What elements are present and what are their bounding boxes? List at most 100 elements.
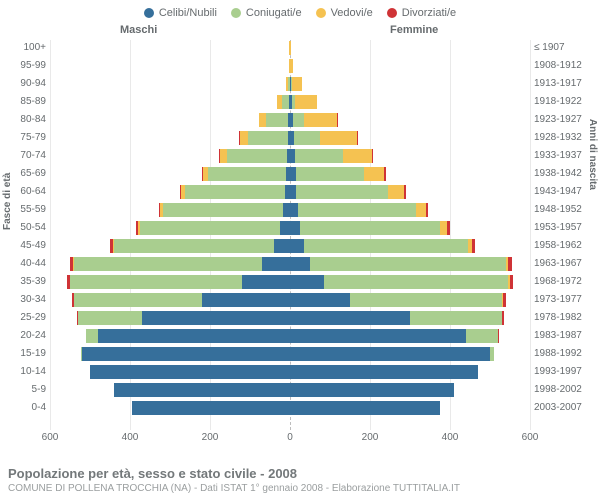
legend-item: Coniugati/e xyxy=(231,7,302,19)
bar-male xyxy=(132,401,290,415)
y-tick-birth: 2003-2007 xyxy=(534,402,598,413)
bar-segment xyxy=(304,239,468,253)
bar-male xyxy=(239,131,290,145)
bar-segment xyxy=(508,257,512,271)
y-tick-birth: 1933-1937 xyxy=(534,150,598,161)
bar-segment xyxy=(266,113,288,127)
bar-segment xyxy=(280,221,290,235)
bar-segment xyxy=(293,113,304,127)
gender-headers: Maschi Femmine xyxy=(0,22,600,40)
age-row xyxy=(50,112,530,130)
bar-segment xyxy=(290,329,466,343)
y-tick-age: 55-59 xyxy=(2,204,46,215)
x-tick: 200 xyxy=(202,432,219,443)
bar-male xyxy=(180,185,290,199)
bar-segment xyxy=(290,203,298,217)
y-tick-age: 20-24 xyxy=(2,330,46,341)
bar-segment xyxy=(290,347,490,361)
legend-label: Divorziati/e xyxy=(402,7,456,19)
header-female: Femmine xyxy=(390,24,438,36)
bar-female xyxy=(290,167,386,181)
bar-segment xyxy=(292,77,302,91)
bar-segment xyxy=(304,113,337,127)
bar-segment xyxy=(290,311,410,325)
bar-segment xyxy=(283,203,290,217)
y-tick-age: 80-84 xyxy=(2,114,46,125)
bar-male xyxy=(219,149,290,163)
y-tick-birth: 1988-1992 xyxy=(534,348,598,359)
bar-segment xyxy=(74,293,202,307)
age-row xyxy=(50,130,530,148)
x-tick: 400 xyxy=(442,432,459,443)
y-tick-birth: 1948-1952 xyxy=(534,204,598,215)
y-tick-age: 75-79 xyxy=(2,132,46,143)
age-row xyxy=(50,292,530,310)
bar-female xyxy=(290,149,373,163)
age-row xyxy=(50,202,530,220)
bar-segment xyxy=(78,311,142,325)
age-row xyxy=(50,166,530,184)
age-row xyxy=(50,400,530,418)
age-row xyxy=(50,76,530,94)
bar-segment xyxy=(310,257,506,271)
bar-female xyxy=(290,329,498,343)
y-tick-age: 5-9 xyxy=(2,384,46,395)
bar-segment xyxy=(296,167,364,181)
age-row xyxy=(50,364,530,382)
bar-segment xyxy=(142,311,290,325)
bar-segment xyxy=(140,221,280,235)
bar-male xyxy=(277,95,290,109)
bar-segment xyxy=(350,293,502,307)
bar-segment xyxy=(185,185,285,199)
bar-segment xyxy=(320,131,357,145)
bar-segment xyxy=(384,167,386,181)
bar-female xyxy=(290,95,317,109)
y-tick-age: 65-69 xyxy=(2,168,46,179)
y-tick-age: 40-44 xyxy=(2,258,46,269)
bar-male xyxy=(70,257,290,271)
bar-female xyxy=(290,185,406,199)
y-tick-birth: 1943-1947 xyxy=(534,186,598,197)
bar-segment xyxy=(490,347,494,361)
bar-segment xyxy=(290,293,350,307)
age-row xyxy=(50,274,530,292)
bar-segment xyxy=(472,239,475,253)
y-tick-age: 0-4 xyxy=(2,402,46,413)
x-axis-ticks: 6004002000200400600 xyxy=(50,432,530,448)
bar-female xyxy=(290,347,494,361)
bar-female xyxy=(290,239,475,253)
bar-segment xyxy=(290,257,310,271)
bar-segment xyxy=(426,203,428,217)
bar-segment xyxy=(70,275,242,289)
bar-segment xyxy=(290,383,454,397)
bar-segment xyxy=(290,59,293,73)
y-tick-age: 10-14 xyxy=(2,366,46,377)
bar-female xyxy=(290,59,293,73)
bar-segment xyxy=(364,167,385,181)
footer-title: Popolazione per età, sesso e stato civil… xyxy=(8,466,592,481)
bar-segment xyxy=(502,311,504,325)
bar-male xyxy=(90,365,290,379)
bar-segment xyxy=(294,131,320,145)
age-row xyxy=(50,310,530,328)
x-tick: 600 xyxy=(522,432,539,443)
bar-female xyxy=(290,275,513,289)
bar-female xyxy=(290,401,440,415)
bar-segment xyxy=(343,149,372,163)
bar-segment xyxy=(416,203,426,217)
age-row xyxy=(50,184,530,202)
bar-segment xyxy=(290,221,300,235)
y-tick-age: 35-39 xyxy=(2,276,46,287)
y-tick-birth: 1953-1957 xyxy=(534,222,598,233)
bar-segment xyxy=(240,131,248,145)
age-row xyxy=(50,58,530,76)
bar-segment xyxy=(295,149,343,163)
bar-segment xyxy=(357,131,358,145)
y-tick-age: 95-99 xyxy=(2,60,46,71)
bar-female xyxy=(290,113,338,127)
legend-item: Vedovi/e xyxy=(316,7,373,19)
legend-dot-icon xyxy=(144,8,154,18)
legend-label: Celibi/Nubili xyxy=(159,7,217,19)
age-row xyxy=(50,238,530,256)
bar-female xyxy=(290,383,454,397)
